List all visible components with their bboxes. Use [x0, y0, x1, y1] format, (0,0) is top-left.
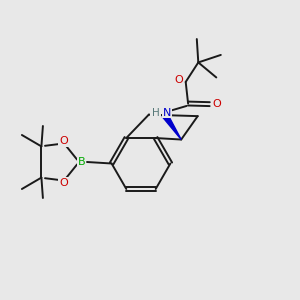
Text: O: O: [151, 108, 160, 118]
Text: O: O: [212, 99, 221, 109]
Text: N: N: [163, 107, 171, 118]
Text: O: O: [175, 75, 184, 85]
Text: H: H: [152, 107, 160, 118]
Polygon shape: [162, 113, 181, 140]
Text: B: B: [78, 157, 86, 167]
Text: O: O: [59, 136, 68, 146]
Text: O: O: [59, 178, 68, 188]
